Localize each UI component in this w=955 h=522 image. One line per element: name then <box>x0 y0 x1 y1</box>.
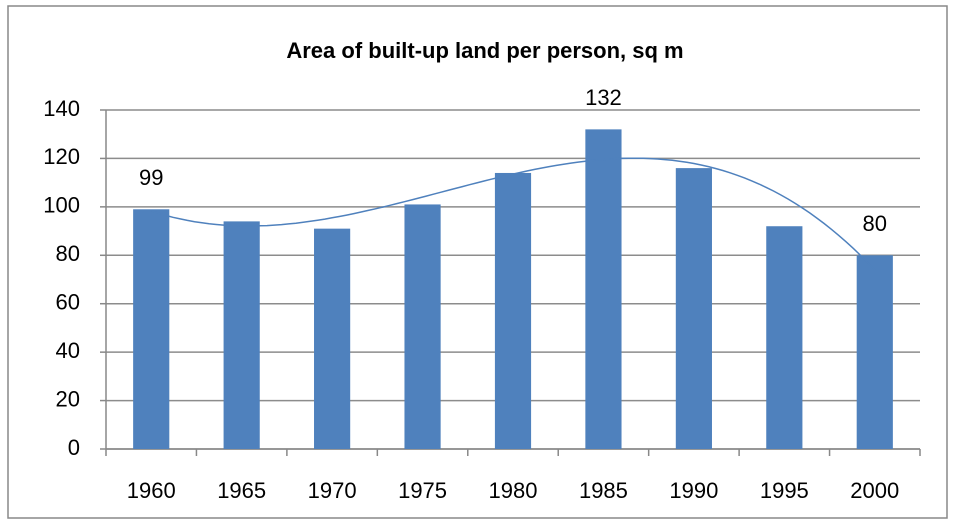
x-tick-label: 1995 <box>760 478 809 503</box>
chart-title: Area of built-up land per person, sq m <box>286 38 683 63</box>
x-tick-label: 1985 <box>579 478 628 503</box>
y-tick-label: 100 <box>43 193 80 218</box>
bar <box>585 129 622 449</box>
y-tick-label: 0 <box>68 435 80 460</box>
bar <box>223 221 260 449</box>
y-tick-label: 20 <box>56 386 80 411</box>
x-tick-label: 1990 <box>669 478 718 503</box>
bar <box>766 226 803 449</box>
y-tick-label: 140 <box>43 96 80 121</box>
data-label: 80 <box>863 211 887 236</box>
x-tick-label: 1970 <box>308 478 357 503</box>
x-tick-label: 2000 <box>850 478 899 503</box>
y-tick-label: 80 <box>56 241 80 266</box>
trendline <box>150 157 876 271</box>
bar <box>675 168 712 449</box>
y-tick-label: 60 <box>56 290 80 315</box>
bar <box>404 204 441 449</box>
bar <box>133 209 170 449</box>
bar <box>856 255 893 449</box>
y-tick-label: 40 <box>56 338 80 363</box>
data-label: 99 <box>139 165 163 190</box>
x-tick-label: 1960 <box>127 478 176 503</box>
y-tick-label: 120 <box>43 144 80 169</box>
bar <box>494 172 532 449</box>
x-tick-label: 1980 <box>489 478 538 503</box>
data-label: 132 <box>585 85 622 110</box>
x-tick-label: 1975 <box>398 478 447 503</box>
x-tick-label: 1965 <box>217 478 266 503</box>
bar <box>314 228 351 449</box>
